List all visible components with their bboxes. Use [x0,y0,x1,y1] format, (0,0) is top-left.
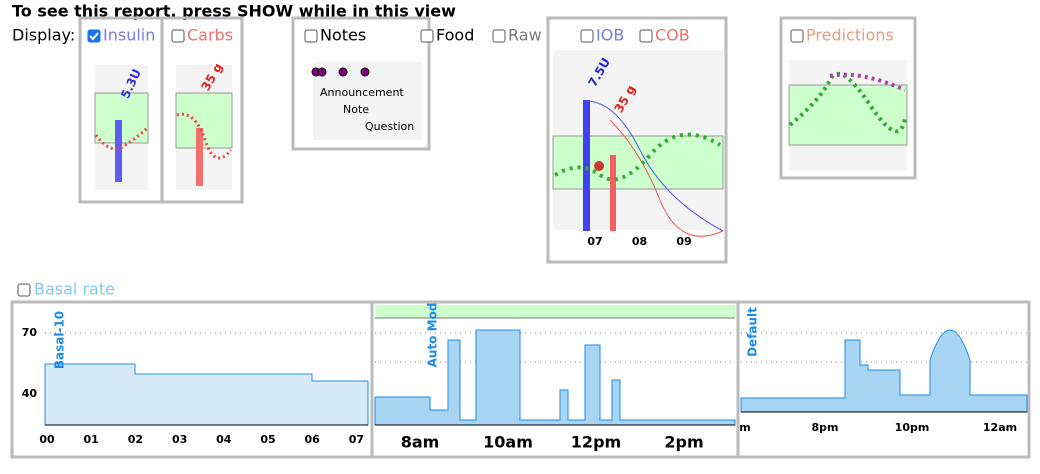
basal-steps [740,329,1028,413]
x-tick-label: 10am [483,433,533,452]
checkbox[interactable] [790,29,804,43]
note-item: Announcement [320,86,404,99]
checkbox[interactable] [420,29,434,43]
option-label[interactable]: Insulin [103,26,155,45]
display-label: Display: [12,26,75,45]
x-tick-label: m [739,421,750,434]
basal-steps [374,329,736,426]
x-tick-label: 05 [260,433,275,446]
iob-curve [584,100,724,232]
x-tick-label: 2pm [664,433,703,452]
carb-marker [594,161,604,171]
title: To see this report, press SHOW while in … [12,2,456,21]
target-band [788,84,908,146]
x-tick-label: 07 [587,235,602,248]
x-tick-label: 08 [632,235,647,248]
x-tick-label: 02 [128,433,143,446]
option-label[interactable]: Raw [508,26,542,45]
y-tick-label: 70 [22,326,38,339]
x-tick-label: 00 [39,433,55,446]
note-item: Note [343,103,369,116]
option-label[interactable]: COB [655,26,690,45]
option-label[interactable]: Notes [320,26,366,45]
checkbox[interactable] [639,29,653,43]
note-dots [311,67,370,77]
checkbox[interactable] [580,29,594,43]
insulin-bar [583,100,590,231]
option-label[interactable]: IOB [596,26,624,45]
x-tick-label: 01 [84,433,99,446]
carbs-bar [196,128,203,186]
x-tick-label: 09 [676,235,691,248]
basal-box [10,300,1031,459]
insulin-bar [115,120,122,182]
carbs-bar [610,155,616,231]
predictions-box [779,16,917,180]
x-tick-label: 8am [401,433,440,452]
carbs-box [160,16,244,204]
basal-steps [44,363,369,426]
profile-marker: Basal-10 [53,311,67,369]
checkbox[interactable] [87,29,101,43]
x-tick-label: 07 [349,433,364,446]
option-label[interactable]: Predictions [806,26,894,45]
bg-dots [176,112,233,160]
check-mark [89,32,99,41]
x-tick-label: 10pm [895,421,930,434]
note-item: Question [365,120,414,133]
bg-dots [788,71,907,134]
iob-cob-box [546,16,728,264]
mode-marker: Auto Mod [426,303,440,368]
checkbox[interactable] [492,29,506,43]
cob-curve [609,119,724,237]
x-tick-label: 06 [305,433,321,446]
notes-box [291,16,431,151]
profile-marker: Default [746,307,760,357]
x-tick-label: 03 [172,433,187,446]
x-tick-label: 04 [216,433,232,446]
checkbox[interactable] [17,283,31,297]
x-tick-label: 12am [983,421,1017,434]
checkbox[interactable] [304,29,318,43]
target-band [375,305,735,318]
basal-label[interactable]: Basal rate [34,280,115,299]
x-tick-label: 12pm [571,433,621,452]
checkbox[interactable] [171,29,185,43]
option-label[interactable]: Carbs [187,26,233,45]
option-label[interactable]: Food [436,26,474,45]
y-tick-label: 40 [22,387,38,400]
target-band [552,135,724,190]
x-tick-label: 8pm [812,421,839,434]
